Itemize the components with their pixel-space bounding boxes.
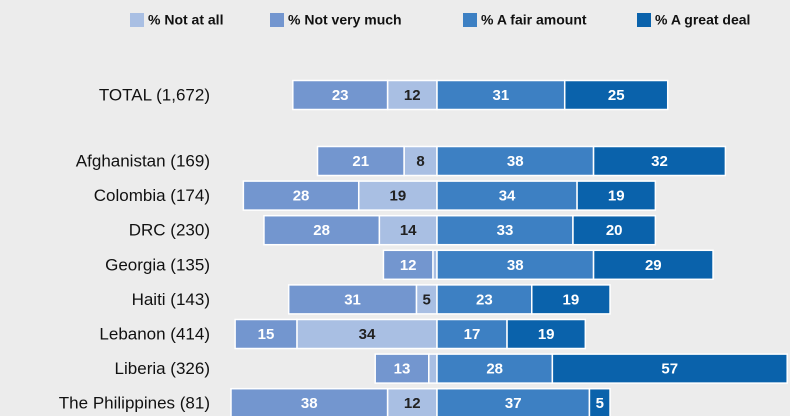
bar-segment <box>234 318 298 350</box>
value-label: 31 <box>493 87 510 104</box>
value-label: 33 <box>497 222 514 239</box>
value-label: 25 <box>608 87 625 104</box>
bar-segment <box>316 145 405 177</box>
bar-segment <box>242 180 360 211</box>
bar-segment <box>551 353 788 384</box>
legend-label: % Not at all <box>148 12 223 28</box>
category-label: Liberia (326) <box>115 359 210 378</box>
bar-segment <box>436 318 508 350</box>
value-label: 57 <box>661 361 678 378</box>
value-label: 19 <box>563 291 580 308</box>
value-label: 21 <box>352 153 369 170</box>
bar-segment <box>592 145 727 177</box>
category-label: TOTAL (1,672) <box>99 85 210 104</box>
value-label: 31 <box>344 291 361 308</box>
bar-segment <box>386 79 438 111</box>
category-label: Haiti (143) <box>132 290 210 309</box>
legend-swatch <box>637 13 651 27</box>
value-label: 38 <box>301 395 318 412</box>
value-label: 12 <box>404 87 421 104</box>
value-label: 28 <box>313 222 330 239</box>
bar-segment <box>563 79 669 111</box>
legend-swatch <box>130 13 144 27</box>
value-label: 14 <box>400 222 417 239</box>
value-label: 20 <box>606 222 623 239</box>
category-label: The Philippines (81) <box>59 394 210 413</box>
value-label: 34 <box>359 326 376 343</box>
value-label: 12 <box>404 395 421 412</box>
value-label: 8 <box>416 153 424 170</box>
bar-segment <box>436 353 554 384</box>
value-label: 15 <box>258 326 275 343</box>
bar-segment <box>230 387 389 416</box>
value-label: 37 <box>505 395 522 412</box>
bar-segment <box>374 353 430 384</box>
value-label: 19 <box>538 326 555 343</box>
category-label: Georgia (135) <box>105 255 210 274</box>
value-label: 23 <box>332 87 349 104</box>
bar-segment <box>292 79 389 111</box>
legend-label: % A fair amount <box>481 12 587 28</box>
value-label: 5 <box>423 291 431 308</box>
bar-segment <box>436 214 574 246</box>
bar-segment <box>592 249 714 281</box>
value-label: 17 <box>464 326 481 343</box>
value-label: 38 <box>507 257 524 274</box>
value-label: 5 <box>596 395 604 412</box>
value-label: 38 <box>507 153 524 170</box>
legend-swatch <box>270 13 284 27</box>
bar-segment <box>436 79 566 111</box>
value-label: 12 <box>400 257 417 274</box>
category-label: DRC (230) <box>129 221 210 240</box>
bar-segment <box>436 284 533 315</box>
legend-label: % A great deal <box>655 12 750 28</box>
bar-segment <box>576 180 657 211</box>
bar-segment <box>263 214 381 246</box>
bar-segment <box>506 318 587 350</box>
bar-segment <box>572 214 657 246</box>
category-label: Afghanistan (169) <box>76 151 210 170</box>
value-label: 34 <box>499 188 516 205</box>
value-label: 28 <box>486 361 503 378</box>
value-label: 13 <box>394 361 411 378</box>
bar-segment <box>287 284 418 315</box>
bar-segment <box>403 145 438 177</box>
value-label: 19 <box>608 188 625 205</box>
bar-segment <box>382 249 434 281</box>
value-label: 23 <box>476 291 493 308</box>
value-label: 28 <box>293 188 310 205</box>
category-label: Lebanon (414) <box>99 324 210 343</box>
value-label: 32 <box>651 153 668 170</box>
value-label: 19 <box>390 188 407 205</box>
value-label: 29 <box>645 257 662 274</box>
bar-segment <box>531 284 611 315</box>
bar-segment <box>428 353 438 384</box>
legend-swatch <box>463 13 477 27</box>
legend-label: % Not very much <box>288 12 402 28</box>
bar-segment <box>436 180 578 211</box>
category-label: Colombia (174) <box>94 186 210 205</box>
bar-segment <box>588 387 611 416</box>
